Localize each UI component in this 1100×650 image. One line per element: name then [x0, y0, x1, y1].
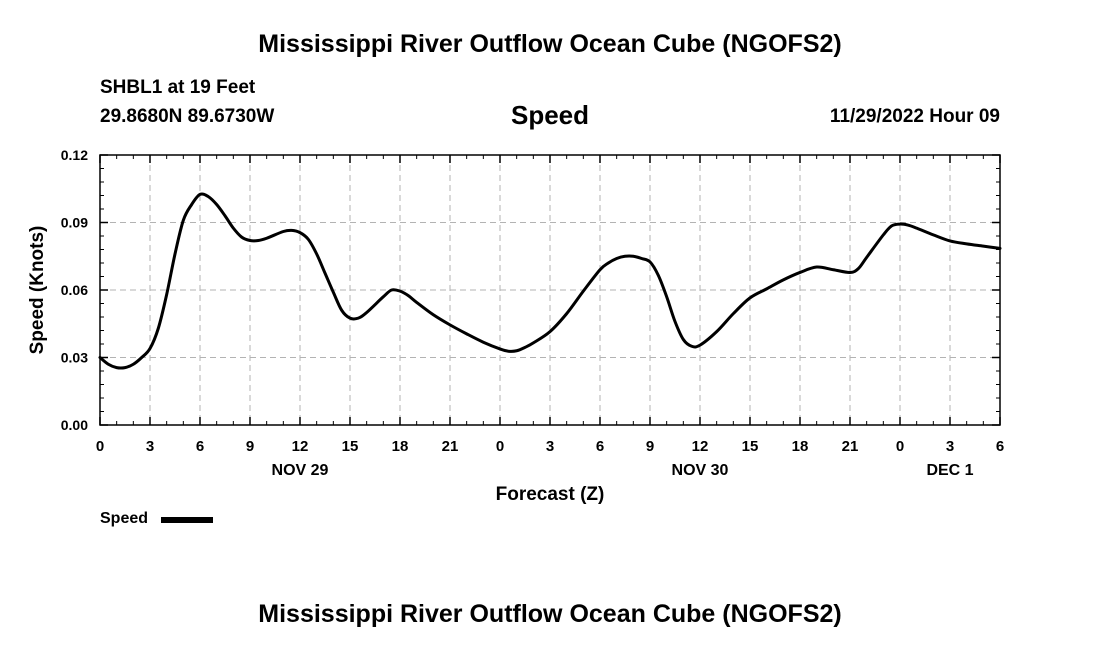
x-tick-label: 18 — [792, 438, 809, 455]
chart-subtitle: Speed — [510, 100, 590, 130]
x-tick-label: 3 — [546, 438, 554, 455]
x-tick-label: 21 — [842, 438, 859, 455]
coordinates-label: 29.8680N 89.6730W — [100, 106, 275, 127]
y-tick-label: 0.06 — [61, 282, 88, 298]
x-tick-label: 18 — [392, 438, 409, 455]
footer-title: Mississippi River Outflow Ocean Cube (NG… — [258, 600, 842, 628]
legend-label: Speed — [100, 510, 149, 527]
x-tick-label: 6 — [196, 438, 204, 455]
legend-swatch — [161, 517, 213, 523]
speed-series-line — [98, 192, 1002, 370]
y-tick-label: 0.12 — [61, 147, 88, 163]
x-axis-label: Forecast (Z) — [496, 484, 605, 505]
x-tick-label: 6 — [996, 438, 1004, 455]
axis-labels: 0 3 6 9 12 15 18 21 0 3 6 9 12 15 18 21 0 3 6 0.00 0.03 0.06 0… — [61, 147, 1004, 479]
y-axis-label: Speed (Knots) — [27, 226, 48, 355]
grid — [100, 155, 1000, 425]
x-tick-label: 21 — [442, 438, 459, 455]
date-label: NOV 29 — [272, 462, 329, 479]
ticks — [99, 154, 1001, 426]
x-tick-label: 3 — [146, 438, 154, 455]
station-label: SHBL1 at 19 Feet — [100, 77, 256, 98]
x-tick-label: 0 — [896, 438, 904, 455]
x-tick-label: 9 — [246, 438, 254, 455]
timestamp-label: 11/29/2022 Hour 09 — [829, 106, 1000, 127]
y-tick-label: 0.00 — [61, 417, 88, 433]
date-label: DEC 1 — [926, 462, 973, 479]
x-tick-label: 12 — [292, 438, 309, 455]
x-tick-label: 15 — [342, 438, 359, 455]
y-tick-label: 0.03 — [61, 350, 88, 366]
date-label: NOV 30 — [672, 462, 729, 479]
x-tick-label: 15 — [742, 438, 759, 455]
x-tick-label: 12 — [692, 438, 709, 455]
x-tick-label: 0 — [96, 438, 104, 455]
x-tick-label: 3 — [946, 438, 954, 455]
x-tick-label: 9 — [646, 438, 654, 455]
chart-title: Mississippi River Outflow Ocean Cube (NG… — [258, 30, 842, 58]
x-tick-label: 0 — [496, 438, 504, 455]
y-tick-label: 0.09 — [61, 215, 88, 231]
x-tick-label: 6 — [596, 438, 604, 455]
